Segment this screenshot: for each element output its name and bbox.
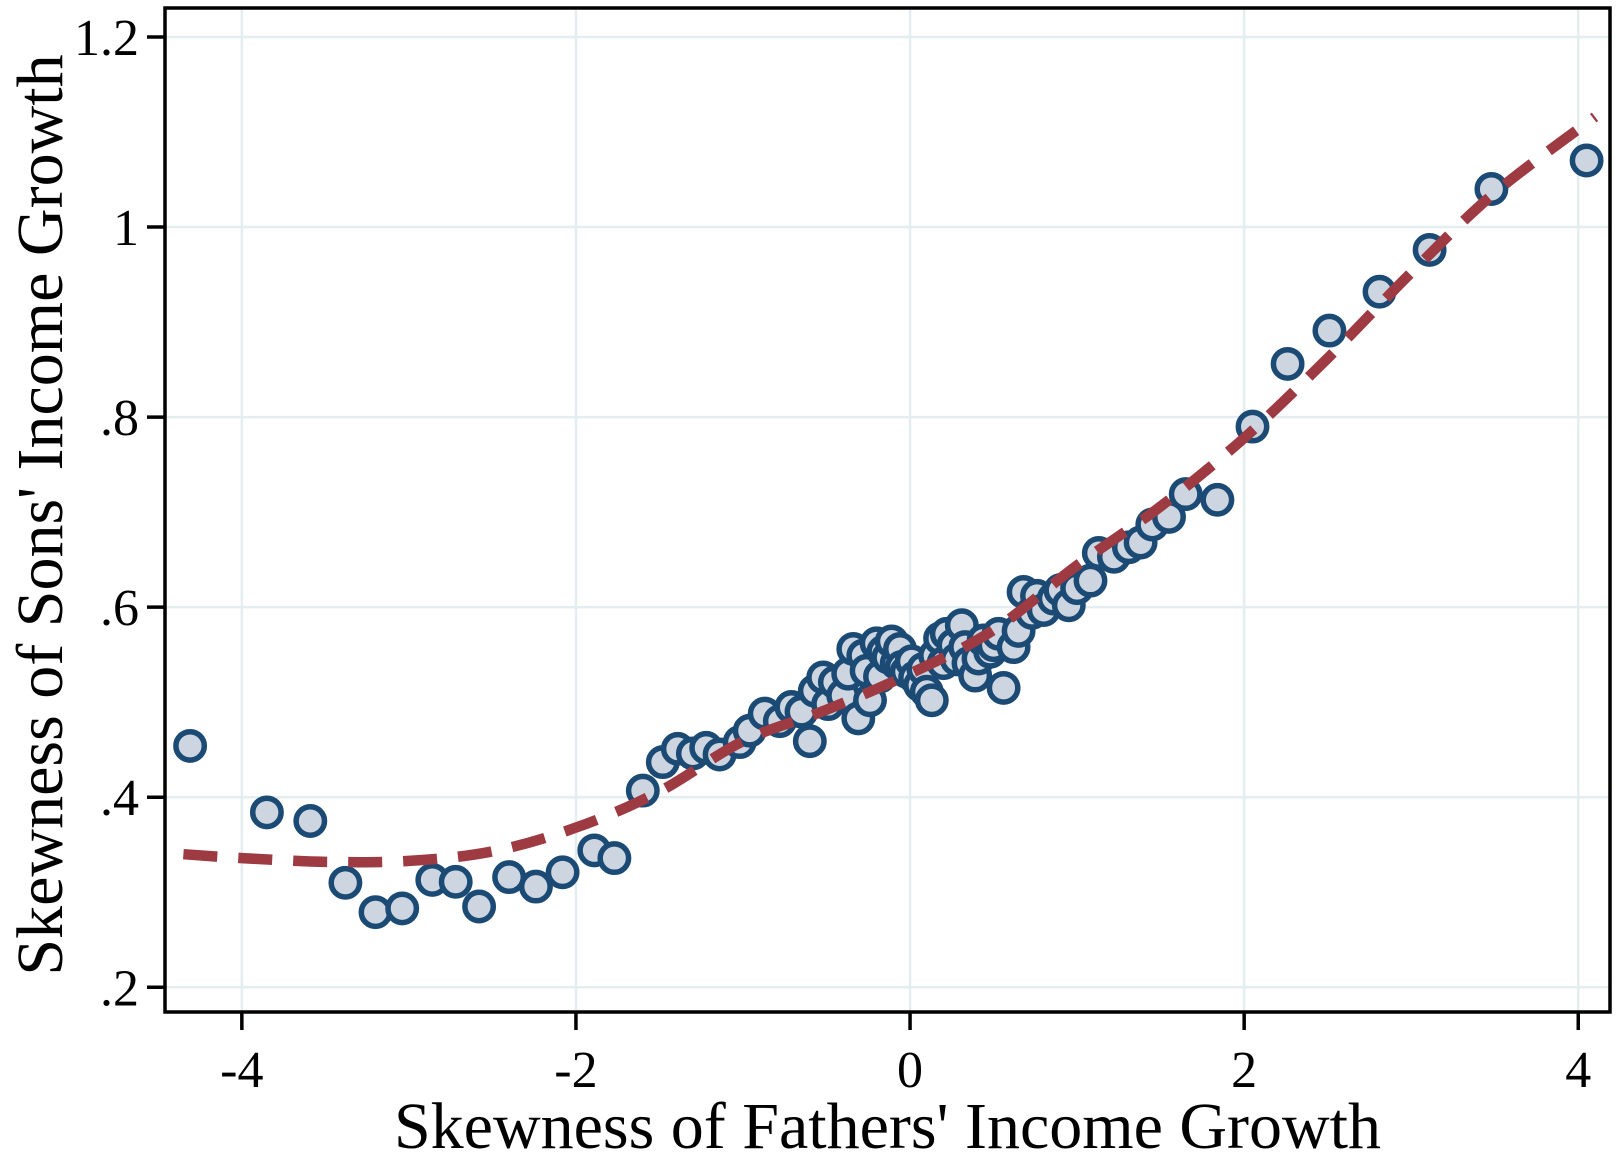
plot-frame: [163, 6, 1612, 1014]
fit-line: [183, 112, 1599, 868]
x-tick-label: 0: [897, 1042, 923, 1099]
x-tick-label: -4: [220, 1042, 263, 1099]
y-tick-label: 1.2: [74, 10, 139, 67]
data-point: [385, 891, 420, 926]
data-point: [1569, 143, 1604, 178]
scatter-points: [173, 143, 1604, 930]
data-point: [438, 864, 473, 899]
data-point: [914, 683, 949, 718]
data-point: [1200, 482, 1235, 517]
x-axis-title: Skewness of Fathers' Income Growth: [394, 1090, 1381, 1162]
y-tick-label: .4: [100, 770, 139, 827]
data-point: [792, 724, 827, 759]
axis-ticks: [147, 35, 1581, 1030]
data-point: [462, 889, 497, 924]
y-tick-label: .2: [100, 960, 139, 1017]
y-axis-title: Skewness of Sons' Income Growth: [4, 54, 77, 975]
y-tick-label: .8: [100, 390, 139, 447]
data-point: [1270, 346, 1305, 381]
x-tick-label: 4: [1565, 1042, 1591, 1099]
data-point: [1073, 563, 1108, 598]
gridlines: [165, 8, 1610, 1012]
data-point: [986, 670, 1021, 705]
y-tick-label: 1: [113, 200, 139, 257]
data-point: [1312, 313, 1347, 348]
data-point: [597, 841, 632, 876]
data-point: [173, 728, 208, 763]
x-tick-label: 2: [1231, 1042, 1257, 1099]
data-point: [518, 869, 553, 904]
data-point: [358, 895, 393, 930]
y-tick-label: .6: [100, 580, 139, 637]
data-point: [328, 865, 363, 900]
data-point: [293, 804, 328, 838]
x-tick-label: -2: [554, 1042, 597, 1099]
tick-labels: -4 -2 0 2 4 .2 .4 .6 .8 1 1.2: [74, 10, 1591, 1099]
data-point: [249, 795, 284, 830]
data-point: [545, 855, 580, 890]
